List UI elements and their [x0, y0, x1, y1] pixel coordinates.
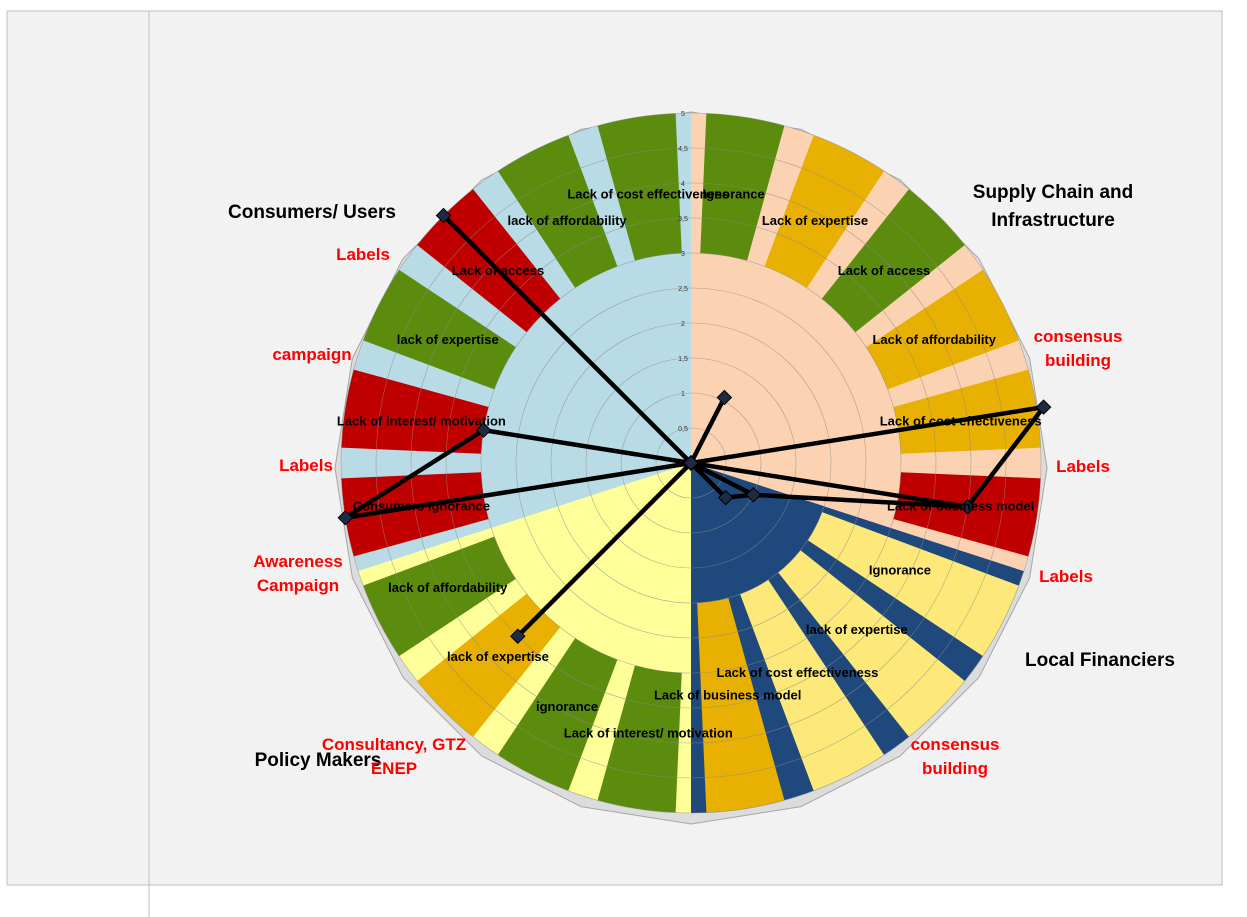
segment-label: Lack of interest/ motivation — [337, 413, 506, 428]
series-spoke — [483, 427, 692, 466]
segment-label: Lack of interest/ motivation — [564, 726, 733, 741]
segment-bar — [764, 135, 885, 288]
grid-ring — [410, 182, 972, 744]
segment-label: Lack of business model — [654, 688, 801, 703]
series-marker — [717, 489, 734, 506]
tick-label: 4,5 — [678, 146, 688, 153]
action-label: campaign — [272, 345, 351, 364]
segment-bar — [697, 597, 785, 813]
segment-label: lack of affordability — [507, 213, 627, 228]
segment-bar — [700, 113, 785, 261]
segment-bar — [821, 189, 965, 333]
segment-label: lack of expertise — [806, 622, 908, 637]
action-label: consensus building — [1034, 327, 1123, 370]
grid-ring — [515, 287, 867, 639]
group-label: Local Financiers — [1025, 650, 1175, 671]
series-marker — [1035, 399, 1052, 415]
grid-ring — [340, 112, 1042, 814]
tick-label: 5 — [681, 111, 685, 118]
segment-bar — [778, 550, 965, 737]
series-marker — [716, 389, 733, 406]
grid-ring — [585, 357, 797, 569]
grid-ring — [655, 427, 727, 499]
action-label: Labels — [1056, 457, 1110, 476]
segment-label: Consumers Ignorance — [353, 499, 490, 514]
segment-label: lack of affordability — [388, 580, 508, 595]
segment-bar — [497, 135, 618, 288]
series-link — [753, 492, 968, 510]
series-spoke — [689, 460, 755, 497]
segment-label: Lack of access — [452, 263, 545, 278]
series-spoke — [689, 461, 728, 500]
tick-label: 2 — [681, 321, 685, 328]
action-label: Labels — [1039, 567, 1093, 586]
series-marker — [959, 499, 976, 515]
group-core — [481, 253, 691, 528]
action-label: Labels — [336, 245, 390, 264]
segment-labels: Ignorance Lack of expertise Lack of access… — [337, 186, 1042, 740]
segment-label: Lack of affordability — [872, 332, 996, 347]
series-marker — [745, 487, 762, 503]
grid-ring — [480, 252, 902, 674]
axis-ticks: 0,5 1 1,5 2 2,5 3 3,5 4 4,5 5 — [678, 111, 688, 433]
grid-ring — [445, 217, 937, 709]
segment-label: Ignorance — [703, 186, 765, 201]
segment-label: ignorance — [536, 699, 598, 714]
action-label: Consultancy, GTZ ENEP — [322, 735, 466, 778]
segment-label: Lack of expertise — [762, 213, 868, 228]
grid-ring — [375, 147, 1007, 779]
group-label: Policy Makers — [255, 750, 382, 771]
group-core — [691, 253, 901, 528]
series-marker — [337, 509, 354, 526]
series-link — [344, 428, 485, 520]
segment-label: Lack of cost effectiveness — [717, 665, 879, 680]
series-marker — [475, 422, 492, 438]
segment-bar — [866, 269, 1019, 390]
segment-bar — [893, 369, 1041, 454]
tick-label: 3,5 — [678, 216, 688, 223]
series-spoke — [344, 460, 692, 520]
segment-label: Lack of business model — [887, 499, 1034, 514]
tick-label: 1 — [681, 391, 685, 398]
segment-label: Lack of access — [838, 263, 931, 278]
segment-bar — [740, 579, 885, 791]
segment-bar — [497, 638, 618, 791]
group-label: Consumers/ Users — [228, 202, 396, 223]
segment-bar — [893, 472, 1041, 557]
series-spoke — [690, 404, 1044, 466]
tick-label: 2,5 — [678, 286, 688, 293]
segment-label: Ignorance — [869, 562, 931, 577]
segment-bar — [807, 512, 1019, 657]
action-label: Awareness Campaign — [253, 552, 342, 595]
action-label: consensus building — [911, 735, 1000, 778]
tick-label: 4 — [681, 181, 685, 188]
tick-label: 0,5 — [678, 426, 688, 433]
series-spoke — [441, 213, 693, 465]
series-link — [965, 405, 1046, 509]
series-spoke — [516, 461, 693, 638]
segment-bar — [341, 472, 489, 557]
tick-label: 1,5 — [678, 356, 688, 363]
series-marker — [435, 207, 452, 224]
segment-label: Lack of cost effectiveness — [880, 413, 1042, 428]
series-marker — [683, 455, 699, 471]
grid-ring — [620, 392, 762, 534]
series-spoke — [690, 460, 968, 510]
segment-label: Lack of cost effectiveness — [567, 186, 729, 201]
tick-label: 3 — [681, 251, 685, 258]
segment-bar — [597, 665, 682, 813]
action-label: Labels — [279, 456, 333, 475]
series-spoke — [688, 396, 727, 465]
series-marker — [509, 628, 526, 645]
series-spokes — [337, 207, 1052, 645]
group-label: Supply Chain and Infrastructure — [973, 182, 1133, 231]
segment-bar — [597, 113, 682, 261]
segment-label: lack of expertise — [397, 332, 499, 347]
segment-bar — [363, 269, 516, 390]
grid-ring — [550, 322, 832, 604]
segment-label: lack of expertise — [447, 649, 549, 664]
segment-bar — [341, 369, 489, 454]
segment-bar — [363, 536, 516, 657]
